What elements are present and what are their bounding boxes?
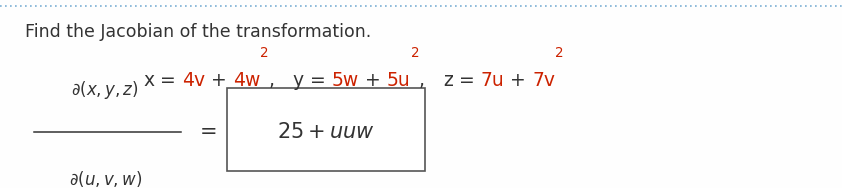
Text: 5u: 5u bbox=[386, 71, 411, 90]
Text: =: = bbox=[154, 71, 182, 90]
Text: 7v: 7v bbox=[532, 71, 555, 90]
Text: +: + bbox=[359, 71, 386, 90]
FancyBboxPatch shape bbox=[227, 88, 425, 171]
Text: =: = bbox=[200, 122, 217, 142]
Text: =: = bbox=[453, 71, 481, 90]
Text: Find the Jacobian of the transformation.: Find the Jacobian of the transformation. bbox=[25, 23, 371, 41]
Text: +: + bbox=[205, 71, 233, 90]
Text: 4v: 4v bbox=[182, 71, 205, 90]
Text: 2: 2 bbox=[411, 46, 419, 60]
Text: x: x bbox=[143, 71, 154, 90]
Text: $\partial(u, v, w)$: $\partial(u, v, w)$ bbox=[69, 169, 141, 188]
Text: y: y bbox=[293, 71, 304, 90]
Text: 4w: 4w bbox=[233, 71, 260, 90]
Text: 5w: 5w bbox=[332, 71, 359, 90]
Text: ,: , bbox=[419, 71, 443, 90]
Text: ,: , bbox=[269, 71, 293, 90]
Text: =: = bbox=[304, 71, 332, 90]
Text: 2: 2 bbox=[260, 46, 269, 60]
Text: +: + bbox=[504, 71, 532, 90]
Text: $25 + uuw$: $25 + uuw$ bbox=[277, 122, 375, 142]
Text: 2: 2 bbox=[555, 46, 564, 60]
Text: 7u: 7u bbox=[481, 71, 504, 90]
Text: $\partial(x, y, z)$: $\partial(x, y, z)$ bbox=[72, 79, 139, 101]
Text: z: z bbox=[443, 71, 453, 90]
